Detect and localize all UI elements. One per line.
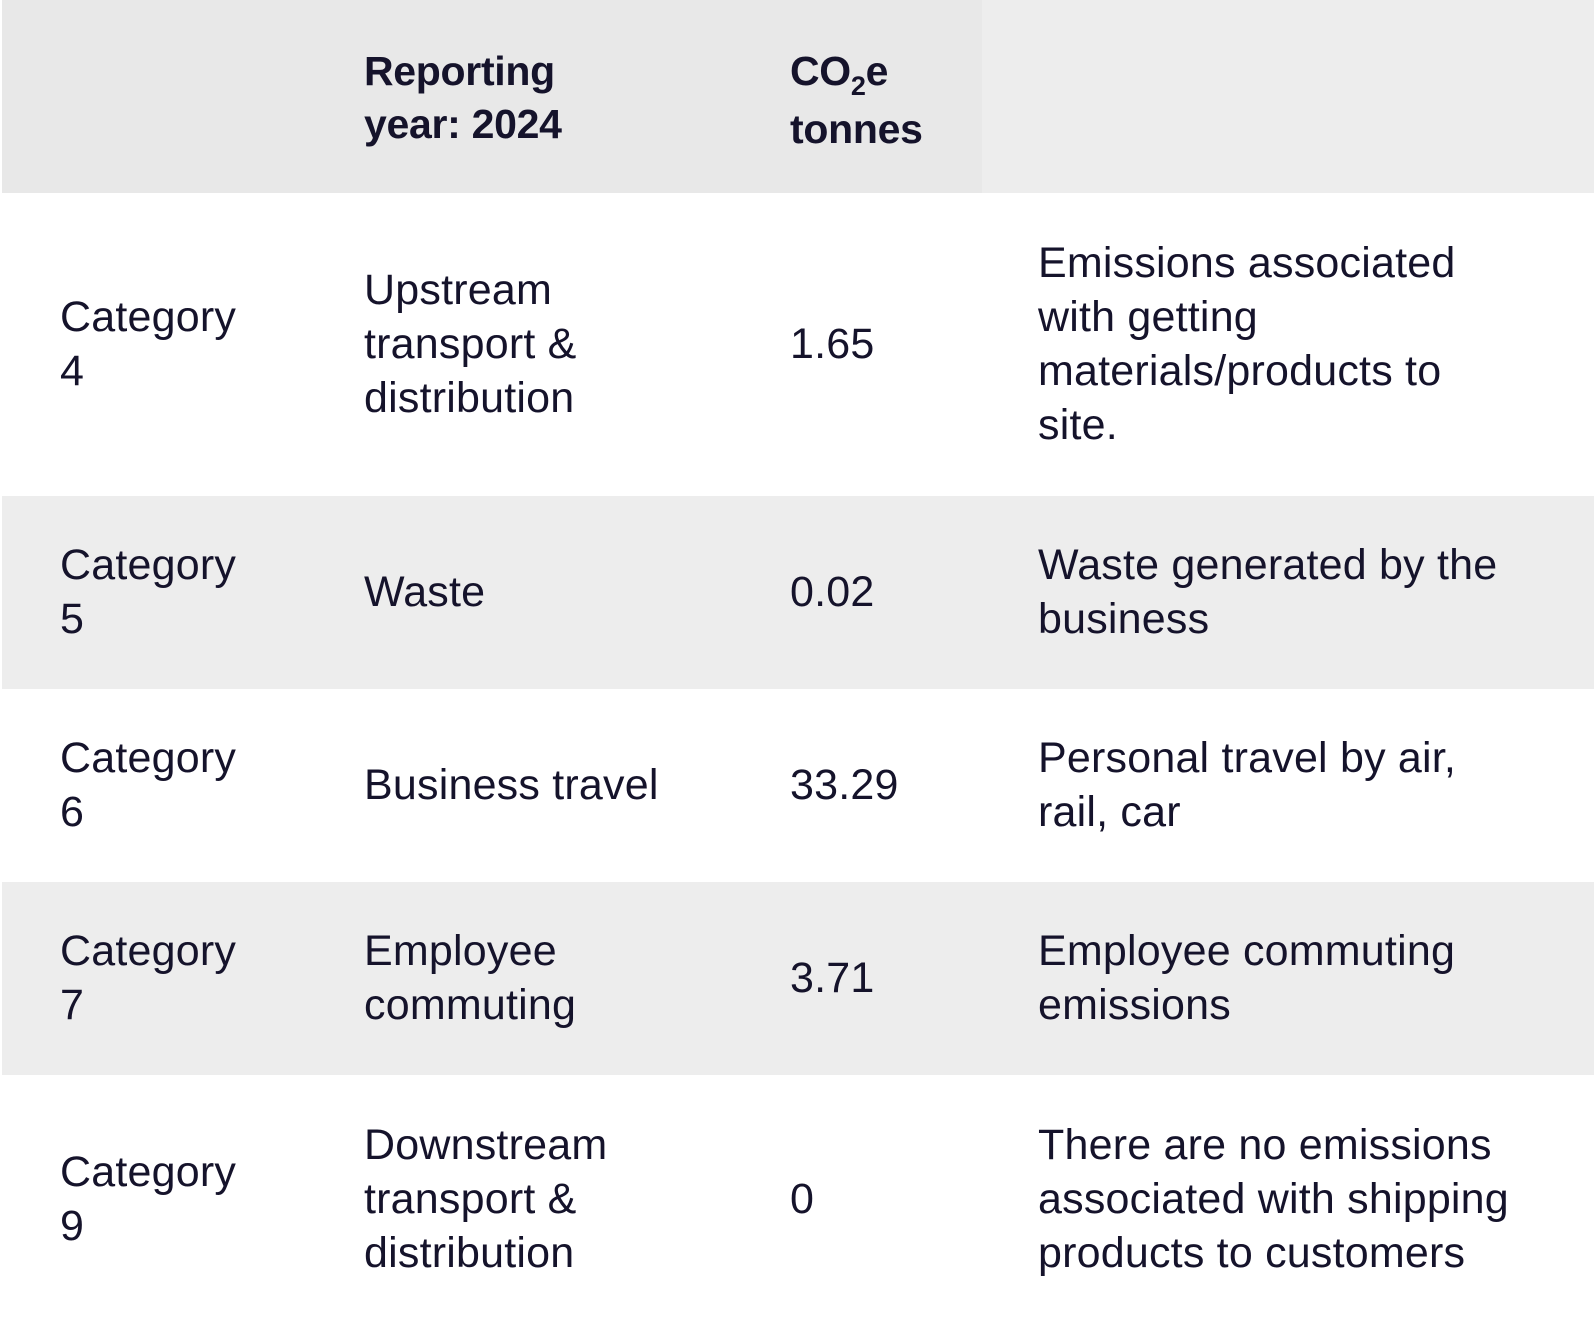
header-co2-unit: tonnes [790, 106, 923, 152]
row-description: Employee commuting emissions [1038, 927, 1456, 1029]
table-row: Category 7 Employee commuting 3.71 Emplo… [2, 882, 1594, 1075]
header-co2-suffix: e [865, 48, 889, 94]
header-co2-prefix: CO [790, 48, 851, 94]
row-description: Waste generated by the business [1038, 541, 1498, 643]
row-category: Category 7 [60, 927, 237, 1029]
row-value: 3.71 [790, 954, 875, 1002]
row-category: Category 9 [60, 1148, 237, 1250]
row-value: 33.29 [790, 761, 899, 809]
table-row: Category 9 Downstream transport & distri… [2, 1075, 1594, 1326]
row-name: Business travel [364, 761, 659, 809]
table-row: Category 5 Waste 0.02 Waste generated by… [2, 496, 1594, 689]
row-name: Upstream transport & distribution [364, 266, 577, 422]
row-value: 0.02 [790, 568, 875, 616]
row-description: Emissions associated with getting materi… [1038, 239, 1456, 449]
row-description: Personal travel by air, rail, car [1038, 734, 1457, 836]
row-name: Employee commuting [364, 927, 577, 1029]
row-name: Waste [364, 568, 486, 616]
header-shade [2, 0, 982, 193]
row-category: Category 4 [60, 293, 237, 395]
row-category: Category 6 [60, 734, 237, 836]
header-reporting-year: Reporting year: 2024 [364, 48, 562, 147]
row-name: Downstream transport & distribution [364, 1121, 608, 1277]
table-row: Category 6 Business travel 33.29 Persona… [2, 689, 1594, 882]
header-co2-tonnes: CO2e tonnes [790, 45, 923, 156]
header-co2-subscript: 2 [850, 71, 866, 101]
table-row: Category 4 Upstream transport & distribu… [2, 193, 1594, 496]
table-header: Reporting year: 2024 CO2e tonnes [2, 0, 1594, 193]
row-value: 1.65 [790, 320, 875, 368]
row-value: 0 [790, 1175, 815, 1223]
row-description: There are no emissions associated with s… [1038, 1121, 1509, 1277]
row-category: Category 5 [60, 541, 237, 643]
